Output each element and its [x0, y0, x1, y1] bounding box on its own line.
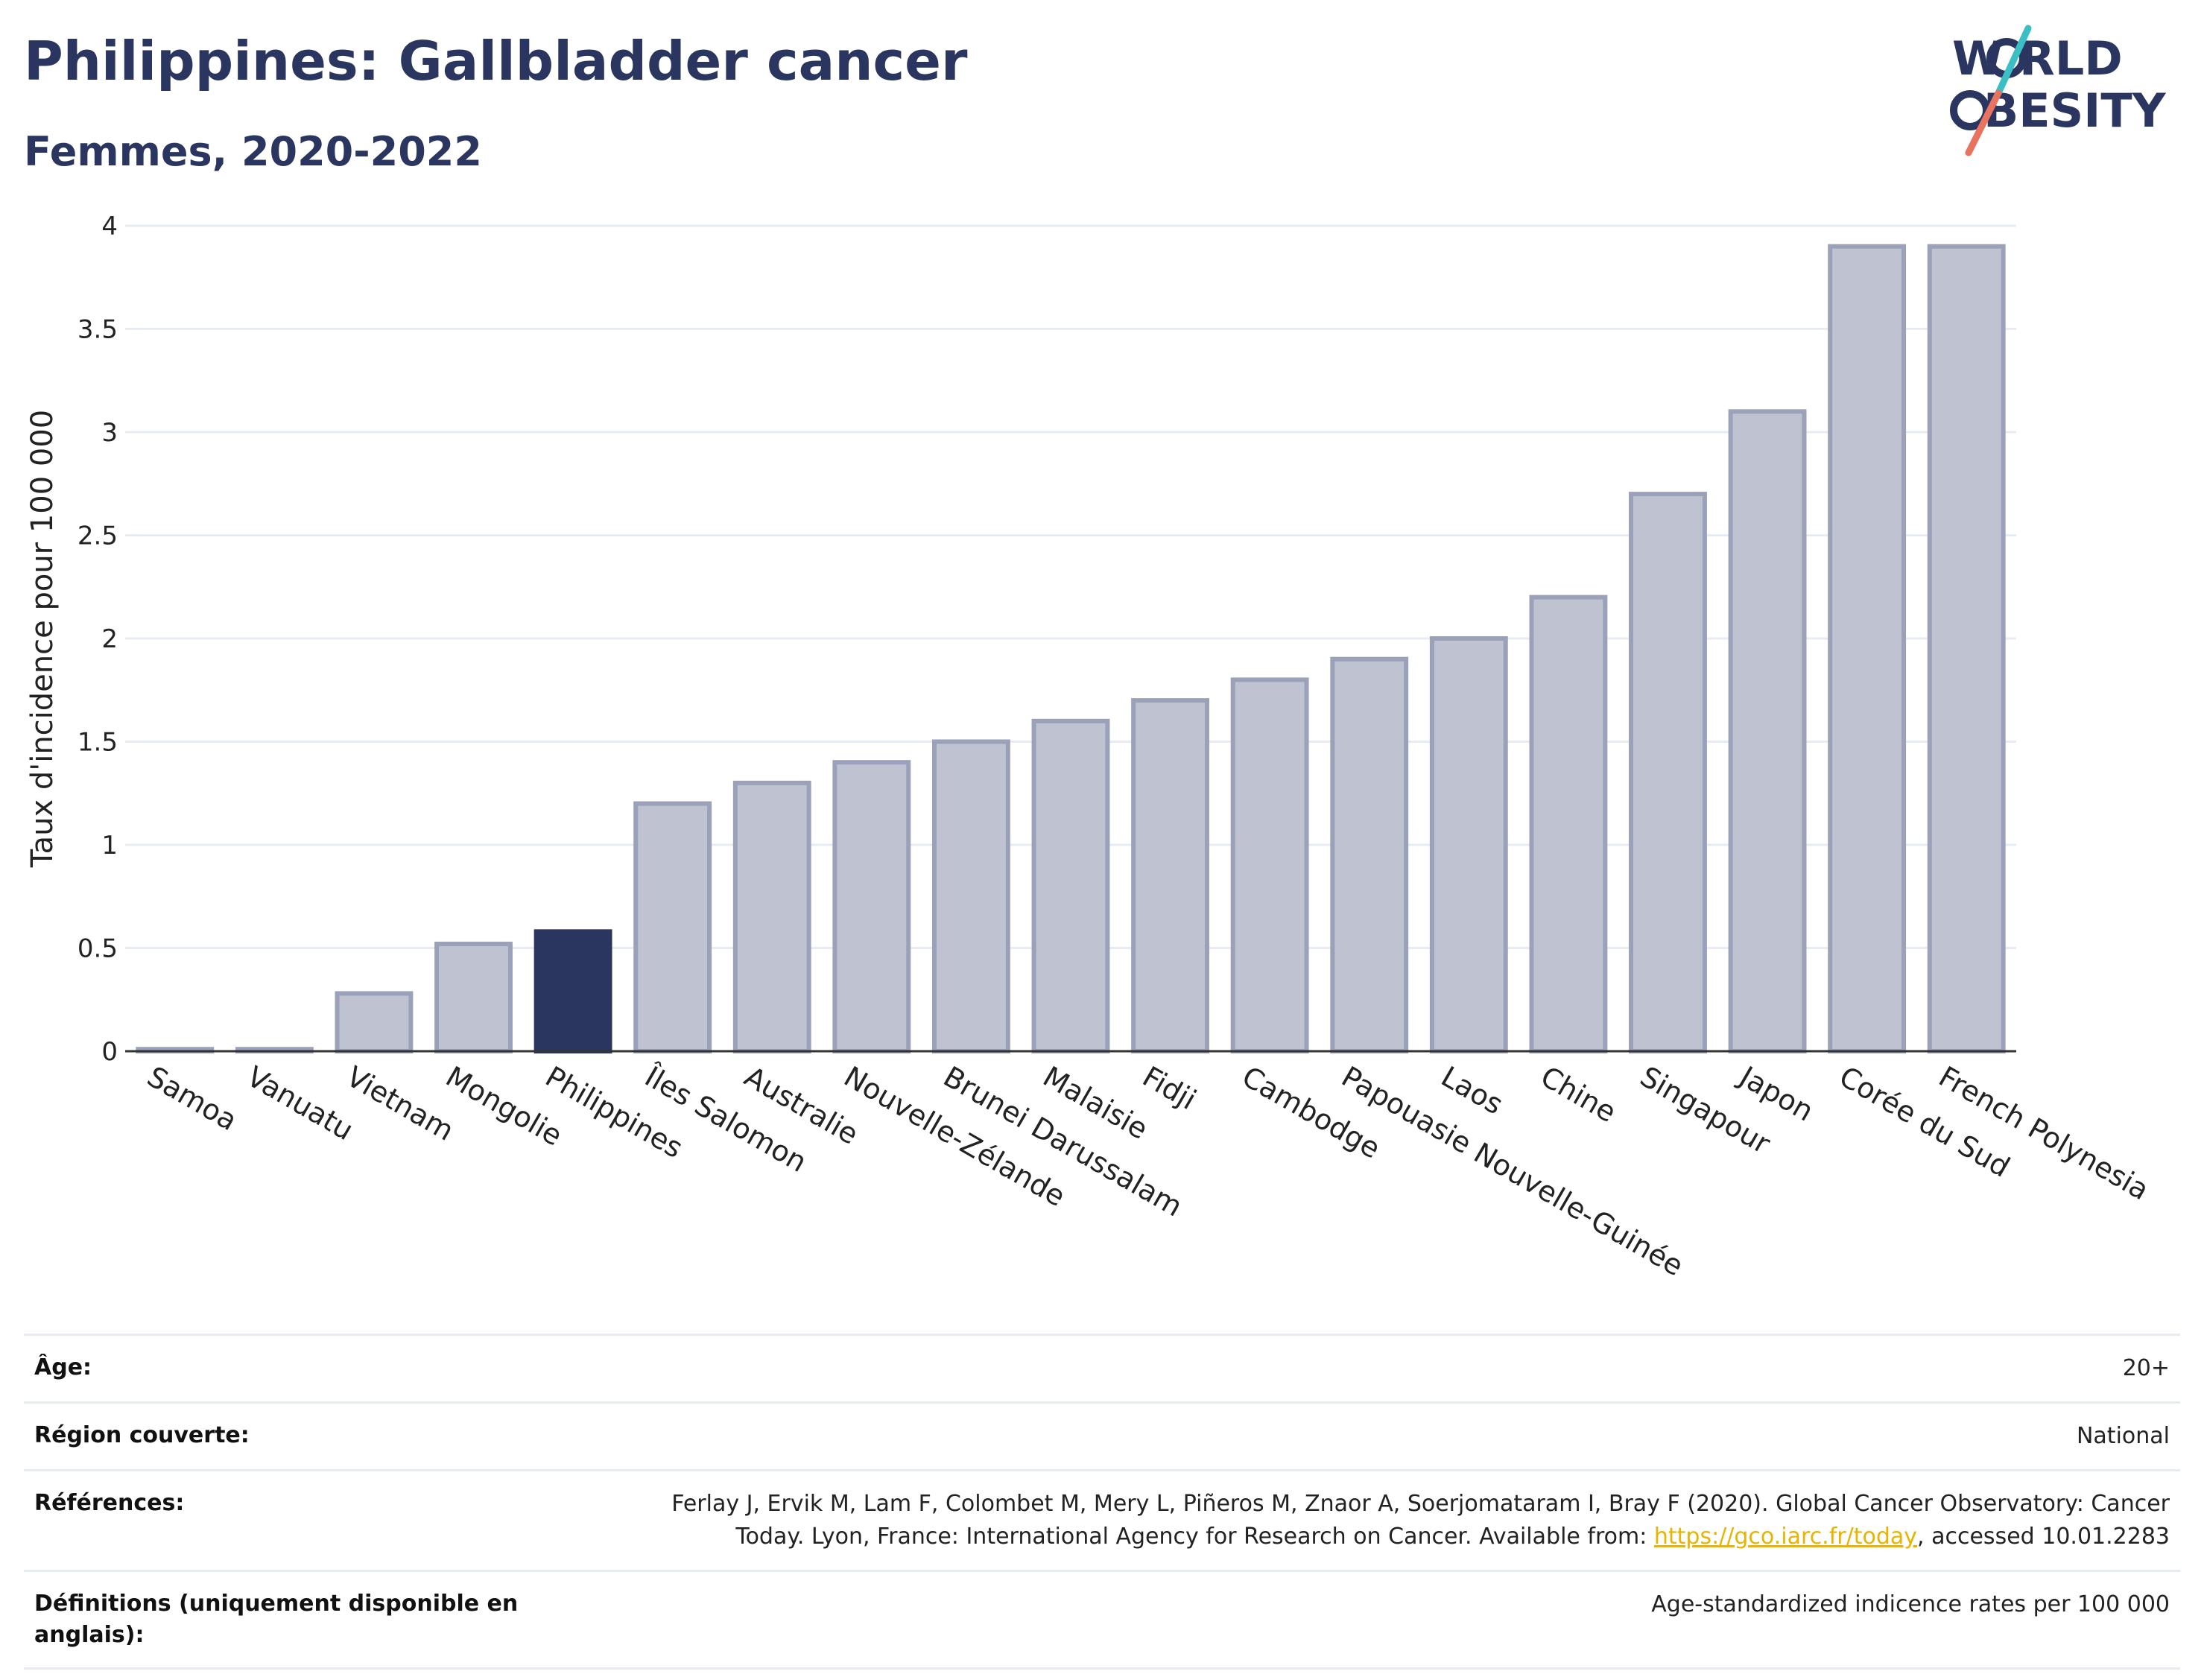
meta-row-references: Références: Ferlay J, Ervik M, Lam F, Co…: [24, 1469, 2180, 1570]
bars: [136, 244, 2006, 1054]
x-tick-label: Laos: [1436, 1060, 1509, 1121]
y-tick-label: 2: [101, 624, 118, 654]
y-tick-label: 1.5: [77, 728, 118, 758]
y-tick-label: 0.5: [77, 934, 118, 964]
bar-malaisie: [1031, 718, 1110, 1053]
meta-row-definitions: Définitions (uniquement disponible en an…: [24, 1570, 2180, 1670]
bar-brunei-darussalam: [931, 739, 1010, 1053]
meta-value-definitions: Age-standardized indicence rates per 100…: [1651, 1591, 2170, 1617]
bar-nouvelle-z-lande: [832, 760, 911, 1053]
meta-value-region: National: [2076, 1423, 2170, 1449]
bar-japon: [1728, 409, 1807, 1053]
meta-label-age: Âge:: [34, 1354, 92, 1381]
bar--les-salomon: [633, 801, 712, 1053]
y-tick-label: 3.5: [77, 315, 118, 345]
y-tick-label: 0: [101, 1037, 118, 1067]
logo-slash-teal: [1995, 25, 2032, 97]
bar-singapour: [1629, 492, 1707, 1053]
bar-fidji: [1131, 698, 1210, 1053]
logo-line2: BESITY: [1983, 83, 2167, 138]
metadata-table: Âge: 20+ Région couverte: National Référ…: [24, 1334, 2180, 1670]
meta-value-age: 20+: [2122, 1355, 2170, 1381]
bar-cor-e-du-sud: [1828, 244, 1907, 1054]
x-tick-label: Papouasie Nouvelle-Guinée: [1336, 1060, 1688, 1283]
bar-chine: [1529, 595, 1608, 1053]
bar-cambodge: [1230, 677, 1309, 1054]
meta-label-region: Région couverte:: [34, 1422, 250, 1448]
reference-line2-post: , accessed 10.01.2283: [1917, 1524, 2170, 1550]
reference-line2-pre: Today. Lyon, France: International Agenc…: [735, 1524, 1654, 1550]
meta-value-references: Ferlay J, Ervik M, Lam F, Colombet M, Me…: [671, 1488, 2170, 1553]
y-tick-label: 3: [101, 418, 118, 448]
page-subtitle: Femmes, 2020-2022: [24, 128, 482, 175]
meta-row-region: Région couverte: National: [24, 1401, 2180, 1469]
x-tick-label: Fidji: [1137, 1060, 1202, 1117]
y-tick-label: 4: [101, 212, 118, 241]
bar-papouasie-nouvelle-guin-e: [1330, 656, 1409, 1053]
bar-vietnam: [335, 991, 414, 1053]
bar-mongolie: [434, 941, 513, 1053]
y-tick-label: 1: [101, 831, 118, 860]
bar-laos: [1429, 636, 1508, 1053]
reference-line1: Ferlay J, Ervik M, Lam F, Colombet M, Me…: [671, 1491, 2170, 1517]
x-tick-label: Vanuatu: [241, 1060, 359, 1147]
page-title: Philippines: Gallbladder cancer: [24, 30, 968, 92]
x-tick-label: Samoa: [142, 1060, 242, 1138]
x-tick-label: Vietnam: [341, 1060, 459, 1147]
logo-slash-coral: [1965, 89, 2002, 156]
bar-australie: [732, 780, 811, 1054]
reference-link[interactable]: https://gco.iarc.fr/today: [1653, 1524, 1918, 1550]
bar-chart: 0 0.5 1 1.5 2 2.5 3 3.5 4 SamoaVanuatuVietnamMon…: [25, 212, 2155, 1283]
meta-label-definitions: Définitions (uniquement disponible en an…: [34, 1591, 519, 1648]
x-axis-labels: SamoaVanuatuVietnamMongoliePhilippinesÎl…: [142, 1059, 2154, 1283]
meta-label-references: Références:: [34, 1490, 185, 1516]
y-tick-label: 2.5: [77, 522, 118, 551]
x-tick-label: Corée du Sud: [1834, 1060, 2015, 1184]
logo-line1: W RLD: [1952, 31, 2123, 86]
bar-french-polynesia: [1927, 244, 2006, 1054]
world-obesity-logo: W RLD BESITY: [1950, 25, 2167, 156]
meta-row-age: Âge: 20+: [24, 1334, 2180, 1401]
y-axis-ticks: 0 0.5 1 1.5 2 2.5 3 3.5 4: [77, 212, 118, 1067]
y-axis-title: Taux d'incidence pour 100 000: [25, 410, 60, 868]
bar-philippines: [533, 929, 612, 1053]
x-tick-label: Chine: [1535, 1060, 1621, 1129]
